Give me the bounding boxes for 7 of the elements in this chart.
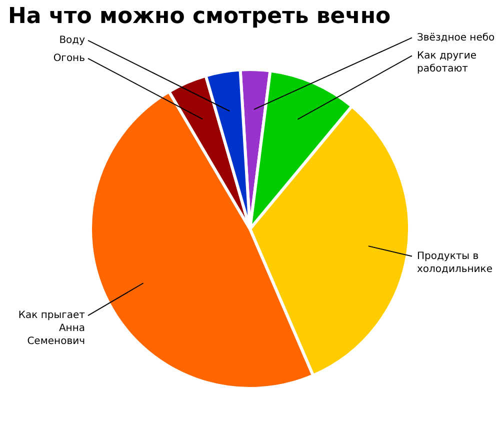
slice-label: Воду <box>59 34 86 46</box>
slice-label: Огонь <box>53 52 86 64</box>
slice-label: Как прыгает Анна Семенович <box>18 310 86 348</box>
slice-label: Как другие работают <box>417 50 477 74</box>
chart-title: На что можно смотреть вечно <box>8 4 391 29</box>
slice-label: Звёздное небо <box>417 32 495 44</box>
slice-label: Продукты в холодильнике <box>417 250 492 275</box>
